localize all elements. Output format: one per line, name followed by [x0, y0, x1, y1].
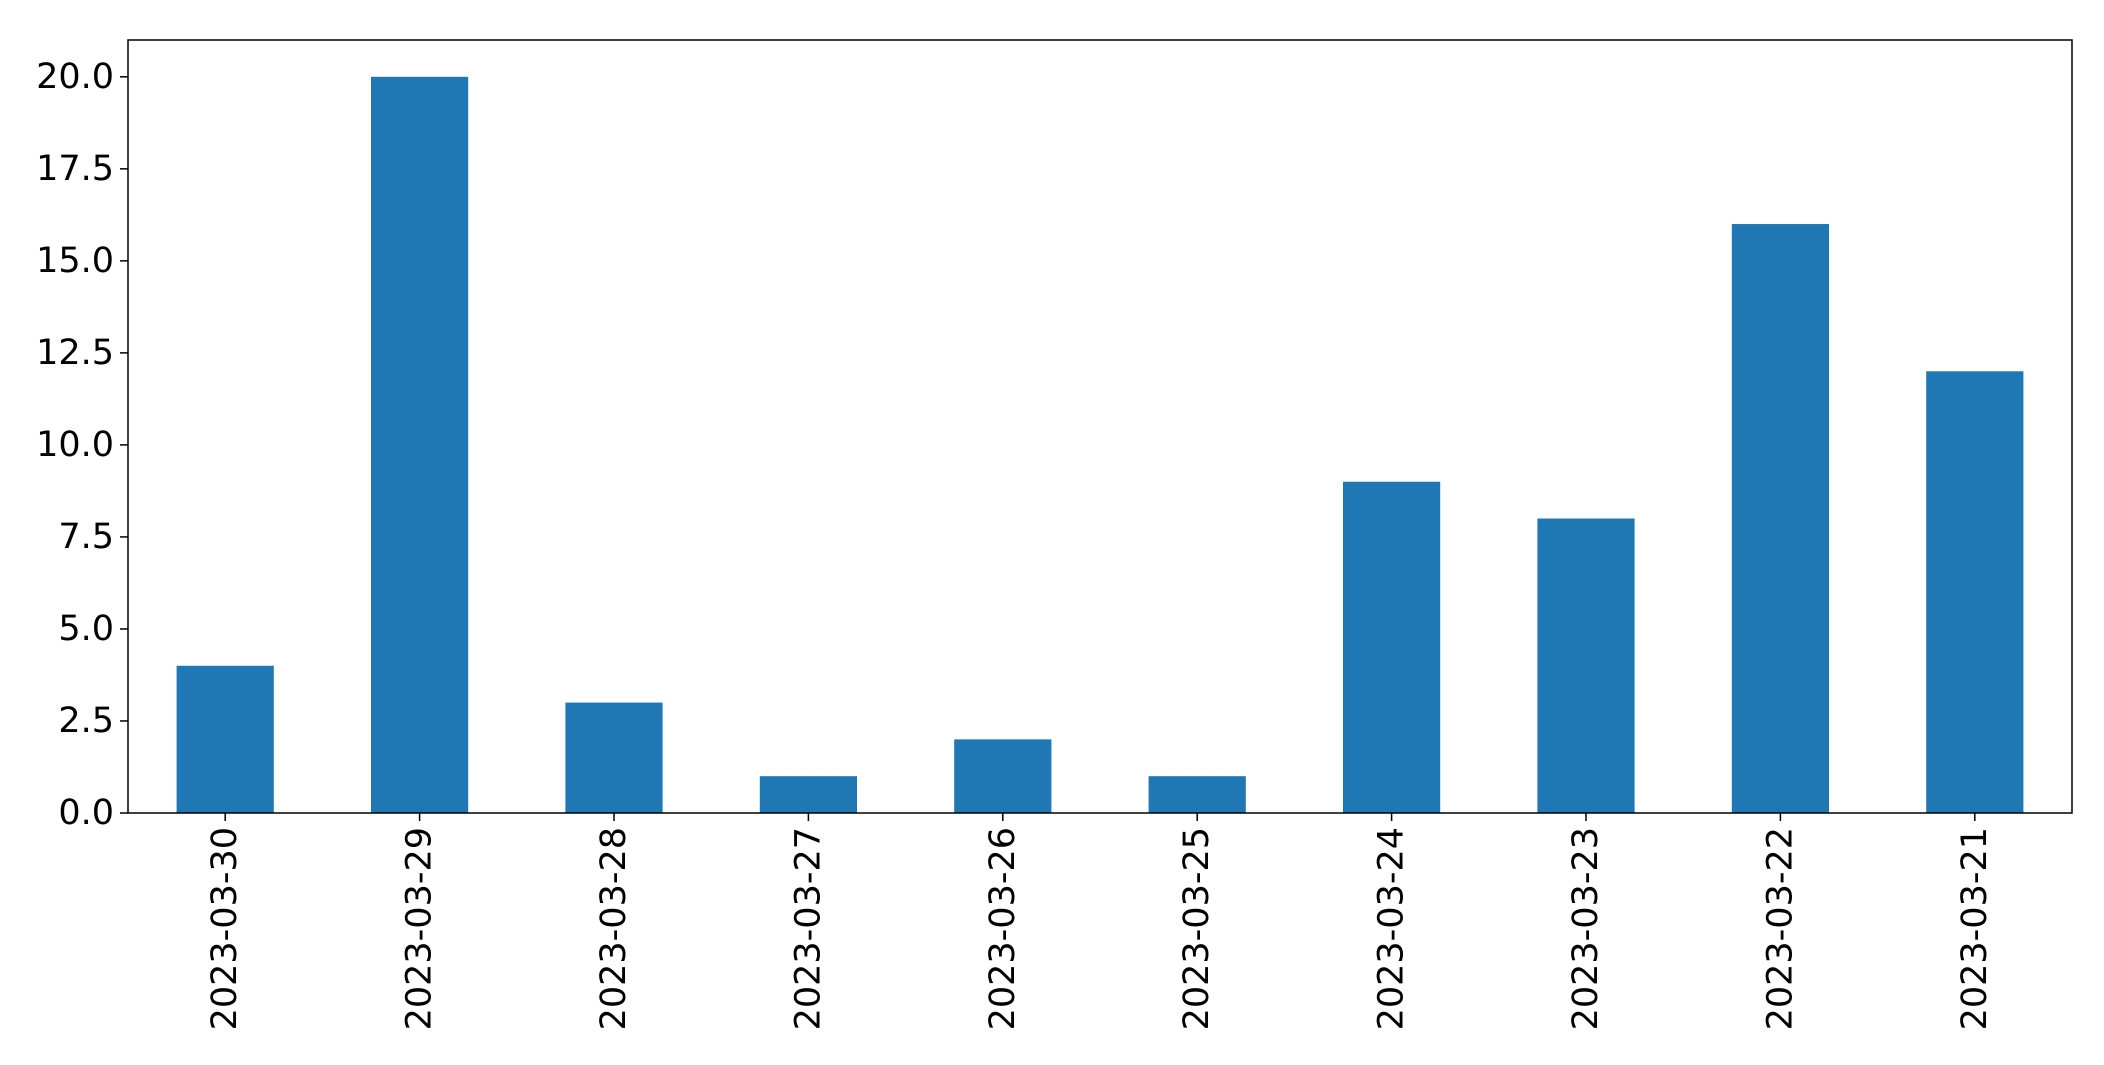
bar-2023-03-25	[1148, 776, 1246, 813]
x-tick-label: 2023-03-27	[788, 827, 828, 1030]
x-tick-label: 2023-03-22	[1760, 827, 1800, 1030]
y-tick-label: 10.0	[36, 425, 114, 465]
x-tick-label: 2023-03-25	[1177, 827, 1217, 1030]
bar-2023-03-23	[1537, 518, 1635, 813]
x-tick-label: 2023-03-29	[400, 827, 440, 1030]
bars-layer	[176, 76, 2024, 814]
x-tick-label: 2023-03-28	[594, 827, 634, 1030]
plot-frame	[127, 39, 2073, 814]
x-tick-label: 2023-03-26	[983, 827, 1023, 1030]
y-tick-label: 5.0	[58, 609, 114, 649]
bar-2023-03-29	[371, 76, 469, 814]
x-tick-label: 2023-03-24	[1372, 827, 1412, 1030]
y-tick-label: 20.0	[36, 57, 114, 97]
y-tick-label: 12.5	[36, 333, 114, 373]
y-tick-label: 2.5	[58, 701, 114, 741]
y-tick-label: 17.5	[36, 149, 114, 189]
bar-2023-03-30	[176, 665, 274, 813]
bar-2023-03-28	[565, 702, 663, 813]
bar-2023-03-22	[1731, 224, 1829, 814]
x-tick-label: 2023-03-21	[1955, 827, 1995, 1030]
x-axis: 2023-03-30 2023-03-29 2023-03-28 2023-03-27…	[205, 813, 1995, 1030]
y-tick-label: 7.5	[58, 517, 114, 557]
y-tick-label: 0.0	[58, 793, 114, 833]
bar-2023-03-27	[759, 776, 857, 813]
y-tick-label: 15.0	[36, 241, 114, 281]
y-axis: 0.0 2.5 5.0 7.5 10.0 12.5 15.0 17.5 20.0	[36, 57, 128, 833]
bar-2023-03-24	[1343, 481, 1441, 813]
bar-2023-03-21	[1926, 371, 2024, 813]
bar-2023-03-26	[954, 739, 1052, 813]
x-tick-label: 2023-03-30	[205, 827, 245, 1030]
x-tick-label: 2023-03-23	[1566, 827, 1606, 1030]
